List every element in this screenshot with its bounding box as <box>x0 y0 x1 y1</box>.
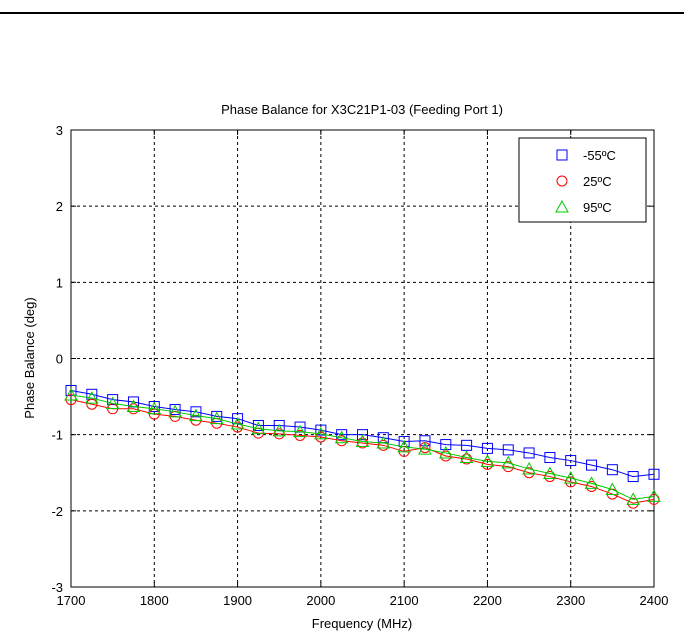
x-tick-label: 1800 <box>140 593 169 608</box>
legend: -55ºC 25ºC 95ºC <box>518 137 647 223</box>
data-point <box>209 411 224 425</box>
y-tick-label: -1 <box>51 428 63 443</box>
data-point <box>293 424 307 438</box>
y-tick-label: 3 <box>56 123 63 138</box>
data-point <box>648 468 660 480</box>
legend-marker-1 <box>556 175 568 187</box>
series-line-0 <box>70 389 655 478</box>
data-point <box>522 461 536 475</box>
data-point <box>418 442 432 455</box>
data-point <box>584 476 599 489</box>
data-point <box>565 455 577 467</box>
series-layer <box>64 384 661 509</box>
data-point <box>252 420 264 432</box>
x-tick-label: 2000 <box>306 593 335 608</box>
data-point <box>606 464 618 476</box>
data-point <box>336 429 348 441</box>
y-tick-label: -2 <box>51 504 63 519</box>
x-tick-label: 2400 <box>640 593 669 608</box>
legend-label-0: -55ºC <box>583 148 616 163</box>
data-point <box>86 398 98 410</box>
data-point <box>105 396 120 409</box>
data-point <box>647 489 661 502</box>
axis-ticks: 1700 1800 1900 2000 2100 2200 2300 2400 -3 -2 -1 0 1… <box>51 123 668 608</box>
data-point <box>334 430 349 444</box>
data-point <box>84 391 99 404</box>
data-point <box>147 401 162 415</box>
data-point <box>523 447 535 459</box>
x-tick-label: 1900 <box>223 593 252 608</box>
data-point <box>251 421 266 435</box>
x-tick-label: 2300 <box>556 593 585 608</box>
data-point <box>189 408 203 422</box>
y-tick-label: -3 <box>51 580 63 595</box>
series-0 <box>65 384 660 483</box>
data-point <box>168 404 182 418</box>
y-tick-label: 2 <box>56 199 63 214</box>
data-point <box>169 404 181 416</box>
grid <box>71 130 654 587</box>
series-2 <box>64 388 661 505</box>
data-point <box>211 410 223 422</box>
x-axis-label: Frequency (MHz) <box>312 616 412 631</box>
data-point <box>461 439 473 451</box>
legend-label-2: 95ºC <box>583 200 612 215</box>
x-tick-label: 2200 <box>473 593 502 608</box>
data-point <box>605 482 620 496</box>
data-point <box>461 453 473 465</box>
data-point <box>480 454 495 467</box>
data-point <box>563 471 578 484</box>
data-point <box>627 471 639 483</box>
data-point <box>501 455 516 469</box>
data-point <box>544 452 556 464</box>
data-point <box>586 459 598 471</box>
legend-marker-2 <box>555 199 569 213</box>
data-point <box>543 466 557 480</box>
data-point <box>481 442 493 454</box>
data-point <box>459 450 474 464</box>
data-point <box>438 445 453 459</box>
data-point <box>626 492 641 505</box>
data-point <box>190 406 202 418</box>
data-point <box>397 439 411 453</box>
data-point <box>64 388 78 401</box>
y-tick-label: 0 <box>56 352 63 367</box>
data-point <box>272 423 287 437</box>
data-point <box>440 439 452 451</box>
data-point <box>148 400 160 412</box>
x-tick-label: 1700 <box>57 593 86 608</box>
series-line-1 <box>70 399 655 504</box>
data-point <box>357 429 368 441</box>
legend-label-1: 25ºC <box>583 174 612 189</box>
data-point <box>107 394 119 406</box>
data-point <box>419 435 431 447</box>
data-point <box>230 416 245 430</box>
data-point <box>376 436 391 449</box>
data-point <box>357 437 368 449</box>
y-tick-label: 1 <box>56 275 63 290</box>
legend-marker-0 <box>556 149 568 161</box>
legend-box <box>518 137 647 223</box>
data-point <box>314 426 328 440</box>
data-point <box>315 424 327 436</box>
chart-title: Phase Balance for X3C21P1-03 (Feeding Po… <box>221 102 503 117</box>
x-tick-label: 2100 <box>390 593 419 608</box>
data-point <box>355 434 370 448</box>
series-line-2 <box>70 394 655 500</box>
page-header-rule <box>0 12 684 14</box>
data-point <box>502 444 514 456</box>
data-point <box>126 399 141 412</box>
y-axis-label: Phase Balance (deg) <box>22 297 37 418</box>
